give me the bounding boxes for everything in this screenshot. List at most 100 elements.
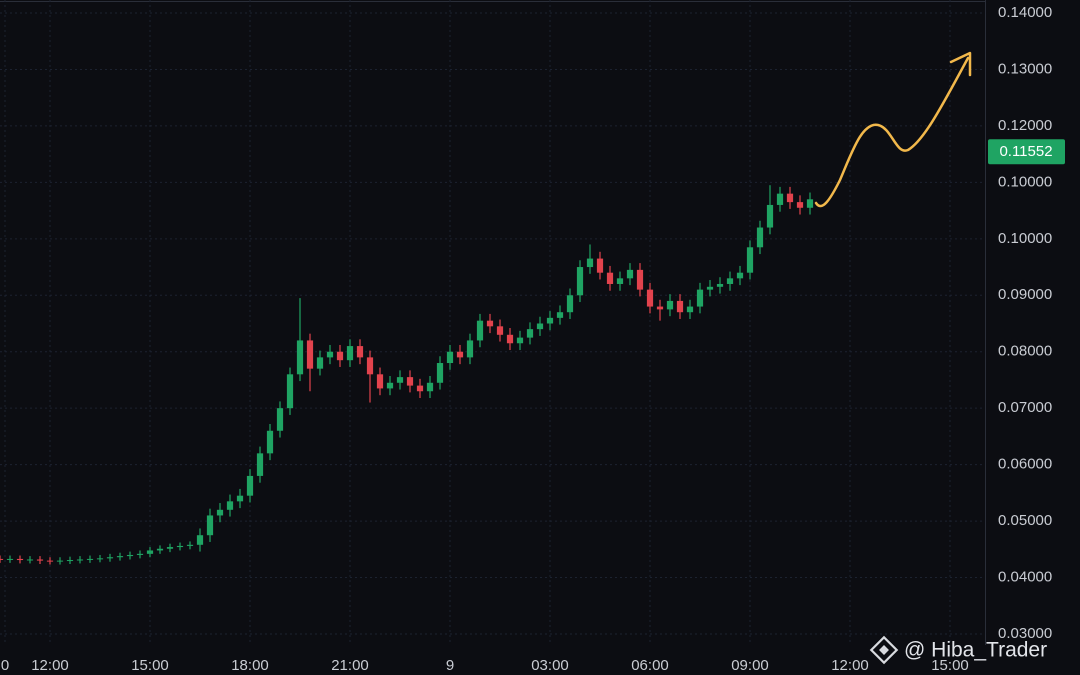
candle-body: [416, 385, 424, 392]
candle-body: [446, 351, 454, 364]
candle-body: [96, 558, 104, 560]
candle-body: [376, 374, 384, 389]
candle-body: [796, 202, 804, 208]
candle-body: [526, 329, 534, 338]
candle-body: [236, 495, 244, 502]
x-tick-label: 15:00: [931, 657, 969, 674]
candle-body: [476, 320, 484, 341]
y-tick-label: 0.14000: [998, 4, 1052, 21]
candle-body: [566, 295, 574, 313]
candle-body: [36, 559, 44, 561]
candle-body: [226, 501, 234, 510]
candle-body: [716, 283, 724, 287]
candle-body: [766, 204, 774, 228]
icon-outer: [869, 635, 899, 665]
candle-body: [546, 317, 554, 324]
candle-body: [536, 323, 544, 330]
candle-body: [156, 548, 164, 551]
candle-body: [56, 560, 64, 562]
candle-body: [706, 286, 714, 290]
arrow-head: [949, 51, 972, 77]
candle-body: [466, 340, 474, 358]
candle-body: [216, 509, 224, 516]
y-tick-label: 0.05000: [998, 512, 1052, 529]
candle-body: [666, 300, 674, 310]
candle-body: [186, 544, 194, 546]
candle-body: [696, 289, 704, 307]
candle-body: [486, 320, 494, 327]
candle-body: [356, 346, 364, 358]
candle-body: [6, 558, 14, 560]
arrow-line: [814, 56, 970, 208]
candle-body: [556, 312, 564, 318]
x-tick-label: 21:00: [331, 657, 369, 674]
candle-body: [406, 377, 414, 386]
candle-body: [646, 289, 654, 307]
last-price-label: 0.11552: [999, 143, 1052, 160]
candle-body: [606, 272, 614, 284]
candle-body: [386, 382, 394, 389]
candle-body: [126, 554, 134, 557]
candle-body: [506, 334, 514, 344]
candle-body: [266, 430, 274, 454]
candle-body: [306, 340, 314, 369]
candle-body: [146, 550, 154, 554]
candle-body: [26, 559, 34, 561]
candle-body: [806, 199, 814, 208]
candle-body: [346, 346, 354, 361]
candle-body: [516, 337, 524, 344]
candle-body: [66, 560, 74, 562]
candle-body: [456, 351, 464, 358]
x-tick-label: 15:00: [131, 657, 169, 674]
candle-body: [296, 340, 304, 375]
candle-body: [246, 475, 254, 496]
candle-body: [0, 558, 4, 560]
x-tick-label: 18:00: [231, 657, 269, 674]
candles: [0, 185, 814, 565]
grid: [0, 0, 985, 645]
candle-body: [726, 278, 734, 284]
candle-body: [166, 547, 174, 549]
candle-body: [396, 377, 404, 383]
candle-body: [366, 357, 374, 375]
candle-body: [596, 258, 604, 273]
candle-body: [496, 326, 504, 335]
x-tick-label: 9: [446, 657, 454, 674]
y-tick-label: 0.04000: [998, 569, 1052, 586]
candle-body: [786, 193, 794, 203]
candle-body: [736, 272, 744, 279]
candle-body: [276, 408, 284, 431]
y-tick-label: 0.03000: [998, 625, 1052, 642]
candle-body: [576, 267, 584, 296]
candle-body: [136, 553, 144, 555]
candle-body: [256, 453, 264, 476]
axes: 0.14000 0.13000 0.12000 0.10000 0.10000 0.090…: [1, 4, 1065, 674]
candle-body: [196, 535, 204, 545]
candle-body: [86, 558, 94, 560]
watermark-text: @ Hiba_Trader: [904, 639, 1047, 662]
candle-body: [336, 351, 344, 361]
forecast-arrow: [814, 51, 972, 208]
y-tick-label: 0.10000: [998, 173, 1052, 190]
candle-body: [106, 557, 114, 559]
x-tick-label: 12:00: [31, 657, 69, 674]
x-tick-label: 12:00: [831, 657, 869, 674]
y-tick-label: 0.10000: [998, 230, 1052, 247]
candle-body: [676, 300, 684, 313]
y-tick-label: 0.07000: [998, 399, 1052, 416]
candle-body: [586, 258, 594, 268]
candle-body: [636, 269, 644, 290]
candle-body: [616, 278, 624, 284]
candle-body: [656, 306, 664, 310]
candle-body: [286, 374, 294, 409]
x-tick-label: 0: [1, 657, 9, 674]
candle-body: [316, 357, 324, 369]
y-tick-label: 0.09000: [998, 286, 1052, 303]
candle-body: [176, 545, 184, 548]
icon-inner: [879, 645, 889, 655]
x-tick-label: 06:00: [631, 657, 669, 674]
watermark-icon: [869, 635, 899, 665]
